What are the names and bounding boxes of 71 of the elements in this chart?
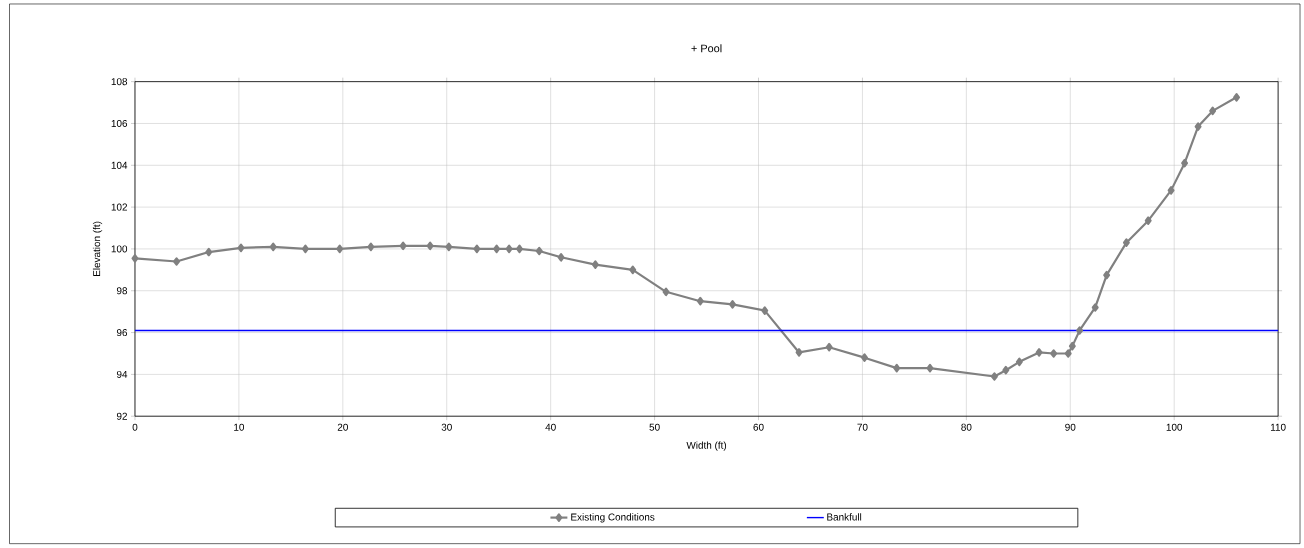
point	[825, 343, 833, 352]
point	[729, 300, 737, 309]
point	[629, 265, 637, 275]
point	[1015, 357, 1023, 367]
y-tick-label: 98	[116, 287, 128, 295]
point	[990, 372, 998, 381]
point	[1103, 270, 1111, 280]
x-tick-label: 50	[649, 423, 660, 431]
point	[696, 297, 704, 306]
x-axis-title: Width (ft)	[686, 441, 727, 451]
point	[336, 244, 344, 254]
point	[269, 242, 277, 252]
legend-label: Existing Conditions	[571, 513, 655, 523]
point	[926, 364, 934, 373]
point	[237, 243, 245, 253]
point	[861, 353, 868, 363]
x-tick-label: 0	[132, 423, 138, 431]
point	[662, 287, 670, 297]
point	[131, 254, 139, 263]
point	[516, 244, 523, 254]
point	[399, 241, 407, 251]
point	[1002, 366, 1010, 375]
point	[473, 244, 481, 254]
point	[1233, 93, 1241, 102]
x-tick-label: 70	[857, 423, 868, 431]
x-tick-label: 110	[1270, 423, 1286, 431]
point	[591, 260, 599, 270]
y-tick-label: 108	[111, 78, 128, 86]
x-tick-label: 100	[1166, 423, 1183, 431]
point	[893, 364, 901, 373]
y-tick-label: 92	[116, 412, 127, 420]
y-tick-label: 94	[116, 371, 128, 379]
point	[1035, 348, 1043, 357]
x-tick-label: 40	[545, 423, 556, 431]
point	[1076, 326, 1084, 335]
x-tick-label: 30	[441, 423, 452, 431]
point	[426, 241, 434, 251]
y-tick-label: 104	[111, 161, 128, 169]
point	[1181, 159, 1189, 168]
point	[367, 242, 375, 252]
point	[1122, 238, 1130, 248]
point	[761, 306, 769, 316]
point	[557, 253, 565, 262]
point	[493, 244, 501, 254]
y-tick-label: 96	[116, 329, 128, 337]
point	[205, 247, 213, 257]
point	[1167, 186, 1175, 195]
point	[1144, 216, 1152, 226]
point	[173, 257, 181, 266]
point	[1050, 349, 1058, 358]
y-tick-label: 100	[111, 245, 128, 253]
point	[1091, 303, 1099, 312]
y-tick-label: 106	[111, 120, 128, 128]
point	[1068, 342, 1076, 351]
y-axis-title: Elevation (ft)	[92, 221, 103, 277]
chart-title: + Pool	[691, 44, 722, 53]
point	[1064, 349, 1072, 358]
point	[301, 244, 309, 254]
x-tick-label: 90	[1065, 423, 1076, 431]
x-tick-label: 80	[961, 423, 972, 431]
point	[535, 246, 543, 256]
x-tick-label: 20	[337, 423, 348, 431]
legend-label: Bankfull	[827, 513, 862, 521]
y-tick-label: 102	[111, 203, 127, 211]
x-tick-label: 60	[753, 423, 764, 431]
point	[505, 244, 513, 254]
point	[445, 242, 453, 252]
point	[1209, 106, 1217, 116]
point	[1194, 122, 1202, 132]
point	[795, 348, 803, 357]
x-tick-label: 10	[234, 423, 245, 431]
